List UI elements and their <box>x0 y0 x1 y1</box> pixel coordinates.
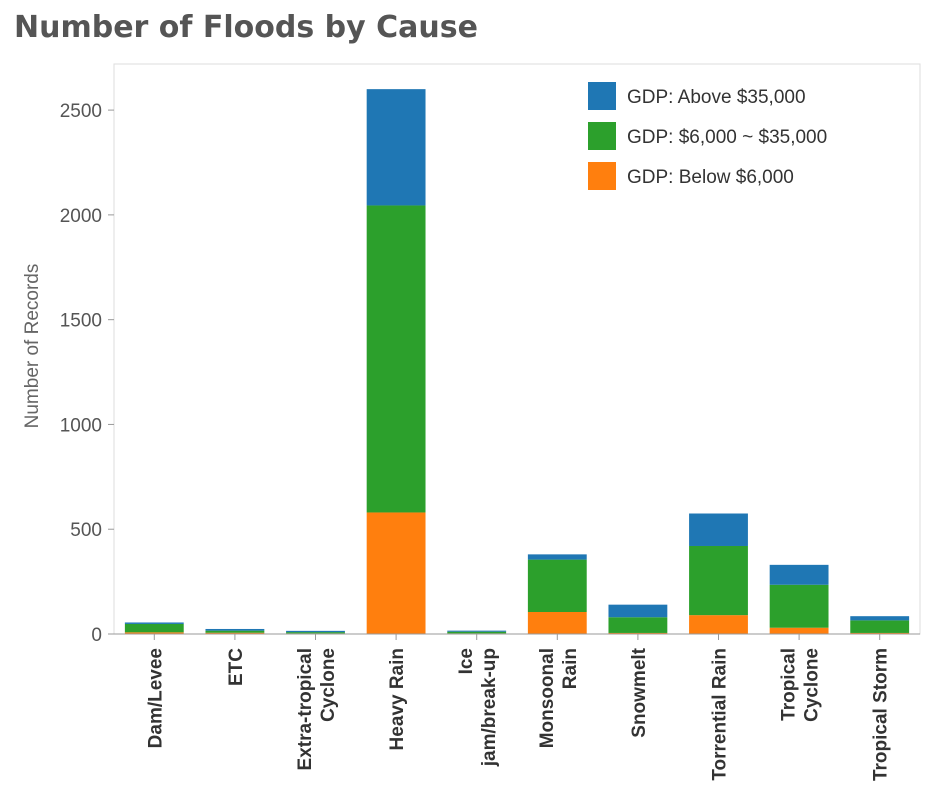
bar-segment <box>286 632 345 634</box>
legend-swatch <box>588 162 616 190</box>
bar-segment <box>205 632 265 634</box>
plot-area <box>113 63 921 635</box>
bar-segment <box>850 616 910 621</box>
bar-segment <box>608 632 668 634</box>
bar-segment <box>769 564 829 585</box>
x-tick-label: ETC <box>226 648 247 686</box>
legend-swatch <box>588 82 616 110</box>
y-tick-label: 1000 <box>60 415 102 436</box>
bar-segment <box>205 628 265 631</box>
bar-segment <box>205 630 265 633</box>
x-tick-label: Monsoonal <box>537 648 558 748</box>
chart-title: Number of Floods by Cause <box>14 10 478 45</box>
x-tick-label: Dam/Levee <box>145 648 166 748</box>
x-tick-label: jam/break-up <box>479 648 500 767</box>
x-tick-label: Ice <box>456 648 477 674</box>
x-tick-label: Heavy Rain <box>387 648 408 750</box>
bar-segment <box>527 559 587 612</box>
bar-segment <box>286 630 345 633</box>
bar-segment <box>124 622 184 624</box>
bar-segment <box>850 620 910 633</box>
x-tick-label: Extra-tropical <box>295 648 316 770</box>
bar-segment <box>527 554 587 560</box>
bar-segment <box>366 512 426 634</box>
legend-entry: GDP: $6,000 ~ $35,000 <box>627 127 827 148</box>
bar-segment <box>366 205 426 513</box>
y-tick-label: 500 <box>70 520 102 541</box>
legend-entry: GDP: Below $6,000 <box>627 167 794 188</box>
bar-segment <box>689 545 748 616</box>
bar-segment <box>850 632 910 634</box>
legend-swatch <box>588 122 616 150</box>
x-tick-label: Rain <box>560 648 581 689</box>
bar-segment <box>447 631 507 634</box>
bar-segment <box>608 604 668 618</box>
bar-segment <box>124 623 184 633</box>
x-tick-label: Snowmelt <box>629 647 650 737</box>
x-tick-label: Tropical <box>779 648 800 721</box>
x-tick-label: Torrential Rain <box>710 648 731 781</box>
y-axis-label: Number of Records <box>22 264 43 429</box>
legend-entry: GDP: Above $35,000 <box>627 87 806 108</box>
bar-segment <box>689 615 748 634</box>
y-tick-label: 1500 <box>60 311 102 332</box>
bar-segment <box>608 617 668 633</box>
bar-segment <box>124 632 184 634</box>
bar-segment <box>447 630 507 632</box>
y-tick-label: 2000 <box>60 206 102 227</box>
bar-segment <box>527 611 587 634</box>
y-tick-label: 2500 <box>60 101 102 122</box>
x-tick-label: Cyclone <box>318 648 339 722</box>
bar-segment <box>769 584 829 628</box>
x-tick-label: Tropical Storm <box>871 648 892 781</box>
bar-segment <box>366 89 426 206</box>
x-tick-label: Cyclone <box>802 648 823 722</box>
y-tick-label: 0 <box>91 625 102 646</box>
bar-segment <box>769 627 829 634</box>
bar-segment <box>689 513 748 546</box>
